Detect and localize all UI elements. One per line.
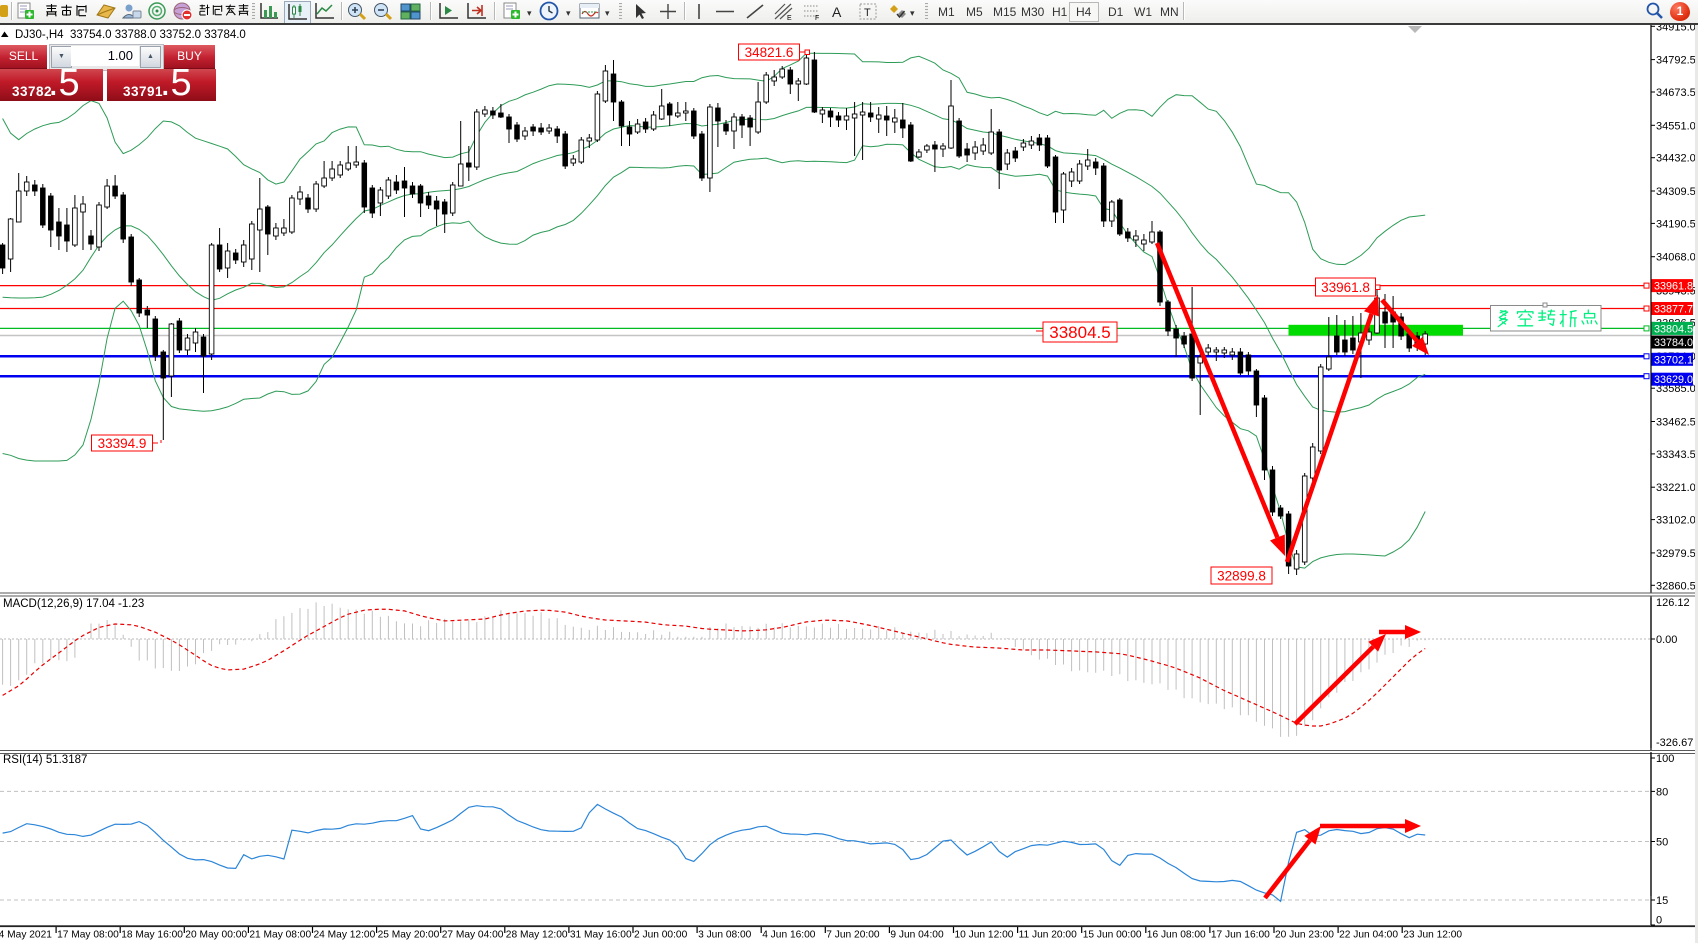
svg-text:2 Jun 00:00: 2 Jun 00:00 [634,930,688,941]
svg-text:MACD(12,26,9) 17.04 -1.23: MACD(12,26,9) 17.04 -1.23 [3,598,144,610]
svg-text:34068.0: 34068.0 [1656,252,1696,264]
svg-text:34309.5: 34309.5 [1656,186,1696,198]
svg-text:14 May 2021: 14 May 2021 [0,930,52,941]
svg-text:DJ30-,H4 33754.0 33788.0 3375: DJ30-,H4 33754.0 33788.0 33752.0 33784.0 [15,29,246,41]
svg-text:34792.5: 34792.5 [1656,55,1696,67]
svg-text:32860.5: 32860.5 [1656,580,1696,592]
svg-text:33784.0: 33784.0 [1654,337,1693,349]
svg-text:A: A [832,4,842,20]
svg-text:15 Jun 00:00: 15 Jun 00:00 [1083,930,1142,941]
svg-text:32899.8: 32899.8 [1217,568,1266,583]
svg-text:-326.67: -326.67 [1656,737,1693,749]
svg-text:31 May 16:00: 31 May 16:00 [570,930,632,941]
svg-text:4 Jun 16:00: 4 Jun 16:00 [762,930,816,941]
svg-text:20 Jun 23:00: 20 Jun 23:00 [1275,930,1334,941]
svg-text:33629.0: 33629.0 [1654,374,1693,386]
svg-text:22 Jun 04:00: 22 Jun 04:00 [1339,930,1398,941]
svg-text:0.00: 0.00 [1656,634,1677,646]
svg-text:10 Jun 12:00: 10 Jun 12:00 [955,930,1014,941]
svg-text:100: 100 [1656,753,1674,765]
svg-text:33702.1: 33702.1 [1654,354,1693,366]
svg-text:34190.5: 34190.5 [1656,218,1696,230]
svg-text:34551.0: 34551.0 [1656,120,1696,132]
svg-text:34673.5: 34673.5 [1656,87,1696,99]
svg-text:0: 0 [1656,915,1662,927]
svg-text:34432.0: 34432.0 [1656,153,1696,165]
svg-text:21 May 08:00: 21 May 08:00 [249,930,311,941]
svg-text:17 Jun 16:00: 17 Jun 16:00 [1211,930,1270,941]
svg-text:33102.0: 33102.0 [1656,515,1696,527]
svg-text:T: T [864,7,871,19]
svg-text:9 Jun 04:00: 9 Jun 04:00 [890,930,944,941]
svg-text:24 May 12:00: 24 May 12:00 [314,930,376,941]
svg-text:23 Jun 12:00: 23 Jun 12:00 [1403,930,1462,941]
svg-text:33394.9: 33394.9 [98,436,147,451]
svg-text:33804.5: 33804.5 [1654,323,1693,335]
svg-text:80: 80 [1656,786,1668,798]
svg-text:16 Jun 08:00: 16 Jun 08:00 [1147,930,1206,941]
svg-text:33877.7: 33877.7 [1654,304,1693,316]
svg-text:15: 15 [1656,895,1668,907]
svg-text:17 May 08:00: 17 May 08:00 [57,930,119,941]
svg-text:27 May 04:00: 27 May 04:00 [442,930,504,941]
svg-text:E: E [787,15,792,22]
svg-text:18 May 16:00: 18 May 16:00 [121,930,183,941]
svg-text:34821.6: 34821.6 [745,45,794,60]
svg-text:33585.0: 33585.0 [1656,383,1696,395]
svg-text:RSI(14) 51.3187: RSI(14) 51.3187 [3,754,87,766]
svg-text:50: 50 [1656,837,1668,849]
svg-text:32979.5: 32979.5 [1656,548,1696,560]
svg-text:7 Jun 20:00: 7 Jun 20:00 [826,930,880,941]
svg-text:33961.8: 33961.8 [1654,281,1693,293]
svg-text:11 Jun 20:00: 11 Jun 20:00 [1019,930,1077,941]
svg-text:F: F [815,15,819,22]
svg-text:33221.0: 33221.0 [1656,482,1696,494]
svg-text:20 May 00:00: 20 May 00:00 [185,930,247,941]
svg-text:28 May 12:00: 28 May 12:00 [506,930,568,941]
svg-text:3 Jun 08:00: 3 Jun 08:00 [698,930,752,941]
svg-text:33804.5: 33804.5 [1049,323,1110,342]
svg-text:33961.8: 33961.8 [1321,280,1370,295]
svg-text:33343.5: 33343.5 [1656,449,1696,461]
svg-text:126.12: 126.12 [1656,597,1690,609]
svg-text:34915.0: 34915.0 [1656,25,1696,33]
svg-text:25 May 20:00: 25 May 20:00 [378,930,440,941]
svg-text:33462.5: 33462.5 [1656,417,1696,429]
